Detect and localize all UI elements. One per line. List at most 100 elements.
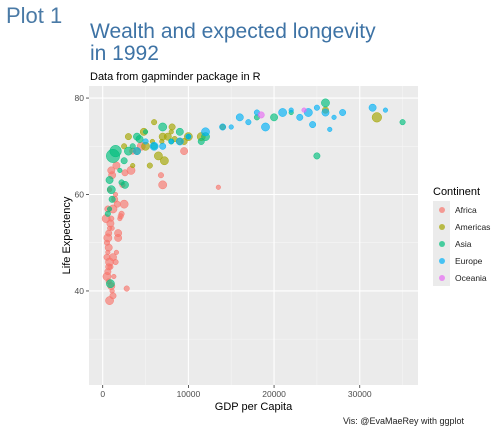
data-point-europe xyxy=(175,137,184,146)
data-point-americas xyxy=(121,143,128,150)
legend-items: Africa Americas Asia Europe Oceania xyxy=(433,201,490,286)
data-point-asia xyxy=(106,185,116,195)
data-point-americas xyxy=(168,123,176,131)
chart-subtitle: Data from gapminder package in R xyxy=(90,71,261,83)
data-point-europe xyxy=(185,133,192,140)
legend-key xyxy=(433,201,450,218)
data-point-europe xyxy=(296,113,304,121)
data-point-asia xyxy=(105,176,114,184)
x-axis-label: GDP per Capita xyxy=(215,401,293,413)
data-point-europe xyxy=(313,104,320,111)
data-point-oceania xyxy=(257,111,265,119)
data-point-asia xyxy=(175,127,184,136)
data-point-europe xyxy=(331,114,337,120)
data-point-asia xyxy=(142,129,149,135)
x-tick-label: 30000 xyxy=(348,389,372,399)
legend-dot xyxy=(438,274,445,281)
data-point-europe xyxy=(149,141,159,151)
data-point-africa xyxy=(215,184,221,190)
legend-key xyxy=(433,269,450,286)
data-point-asia xyxy=(104,210,111,217)
data-point-europe xyxy=(219,123,227,131)
data-point-africa xyxy=(123,285,130,292)
x-tick-label: 10000 xyxy=(177,389,201,399)
legend-key xyxy=(433,252,450,269)
y-tick-label: 80 xyxy=(75,93,85,103)
legend-item-americas: Americas xyxy=(433,218,490,235)
data-point-europe xyxy=(339,109,347,116)
data-point-africa xyxy=(105,296,114,305)
legend-label: Oceania xyxy=(455,272,487,283)
data-point-africa xyxy=(180,147,189,156)
data-point-asia xyxy=(108,195,116,203)
data-point-africa xyxy=(158,180,168,190)
data-point-asia xyxy=(106,148,120,163)
data-point-asia xyxy=(107,206,113,212)
data-point-africa xyxy=(105,263,113,271)
data-point-europe xyxy=(133,147,141,156)
data-point-africa xyxy=(111,273,117,280)
data-point-americas xyxy=(151,119,158,126)
data-point-europe xyxy=(261,122,270,132)
data-point-africa xyxy=(107,166,116,175)
data-point-asia xyxy=(124,146,133,156)
legend: Continent Africa Americas Asia Europe Oceani… xyxy=(433,186,490,286)
data-point-americas xyxy=(124,133,132,141)
data-point-africa xyxy=(113,200,121,208)
data-point-asia xyxy=(313,152,321,160)
data-point-europe xyxy=(142,138,149,145)
legend-key xyxy=(433,218,450,235)
legend-dot xyxy=(438,257,445,264)
data-point-europe xyxy=(278,108,287,117)
data-point-asia xyxy=(399,119,406,126)
legend-label: Americas xyxy=(455,221,491,232)
legend-title: Continent xyxy=(433,186,481,198)
legend-dot xyxy=(438,206,445,213)
data-point-africa xyxy=(119,199,129,209)
data-point-europe xyxy=(235,113,244,122)
legend-item-europe: Europe xyxy=(433,252,490,269)
slide-label: Plot 1 xyxy=(6,3,63,28)
data-point-americas xyxy=(130,163,136,169)
data-point-africa xyxy=(112,259,119,266)
data-point-asia xyxy=(129,143,136,150)
data-point-americas xyxy=(163,132,172,141)
plot-panel xyxy=(89,86,418,385)
chart-caption: Vis: @EvaMaeRey with ggplot xyxy=(342,416,464,426)
data-point-americas xyxy=(160,156,169,166)
y-tick-label: 60 xyxy=(75,190,85,200)
data-point-americas xyxy=(371,112,382,123)
legend-item-oceania: Oceania xyxy=(433,269,490,286)
data-point-europe xyxy=(288,107,294,113)
data-point-europe xyxy=(228,124,234,130)
data-point-africa xyxy=(118,210,125,217)
data-point-asia xyxy=(106,279,115,289)
data-point-americas xyxy=(154,151,163,161)
data-point-oceania xyxy=(301,107,307,113)
data-point-americas xyxy=(146,162,153,169)
data-point-europe xyxy=(382,107,388,113)
data-point-asia xyxy=(120,157,128,165)
legend-key xyxy=(433,235,450,252)
data-point-europe xyxy=(245,119,252,126)
y-axis-label: Life Expectency xyxy=(61,196,73,274)
data-point-asia xyxy=(270,113,278,122)
data-point-africa xyxy=(157,172,164,179)
legend-label: Europe xyxy=(455,255,483,266)
data-point-europe xyxy=(159,142,167,150)
data-point-asia xyxy=(321,98,330,108)
data-point-asia xyxy=(135,135,144,143)
data-point-africa xyxy=(114,234,123,242)
data-point-europe xyxy=(368,103,377,112)
data-point-asia xyxy=(158,122,168,132)
legend-dot xyxy=(438,240,445,247)
data-point-europe xyxy=(168,138,174,145)
y-tick-label: 40 xyxy=(75,286,85,296)
chart-title: Wealth and expected longevity in 1992 xyxy=(90,20,376,65)
data-point-africa xyxy=(109,225,115,231)
legend-label: Asia xyxy=(455,238,472,249)
data-point-africa xyxy=(113,249,119,255)
data-point-asia xyxy=(118,179,125,186)
legend-item-asia: Asia xyxy=(433,235,490,252)
